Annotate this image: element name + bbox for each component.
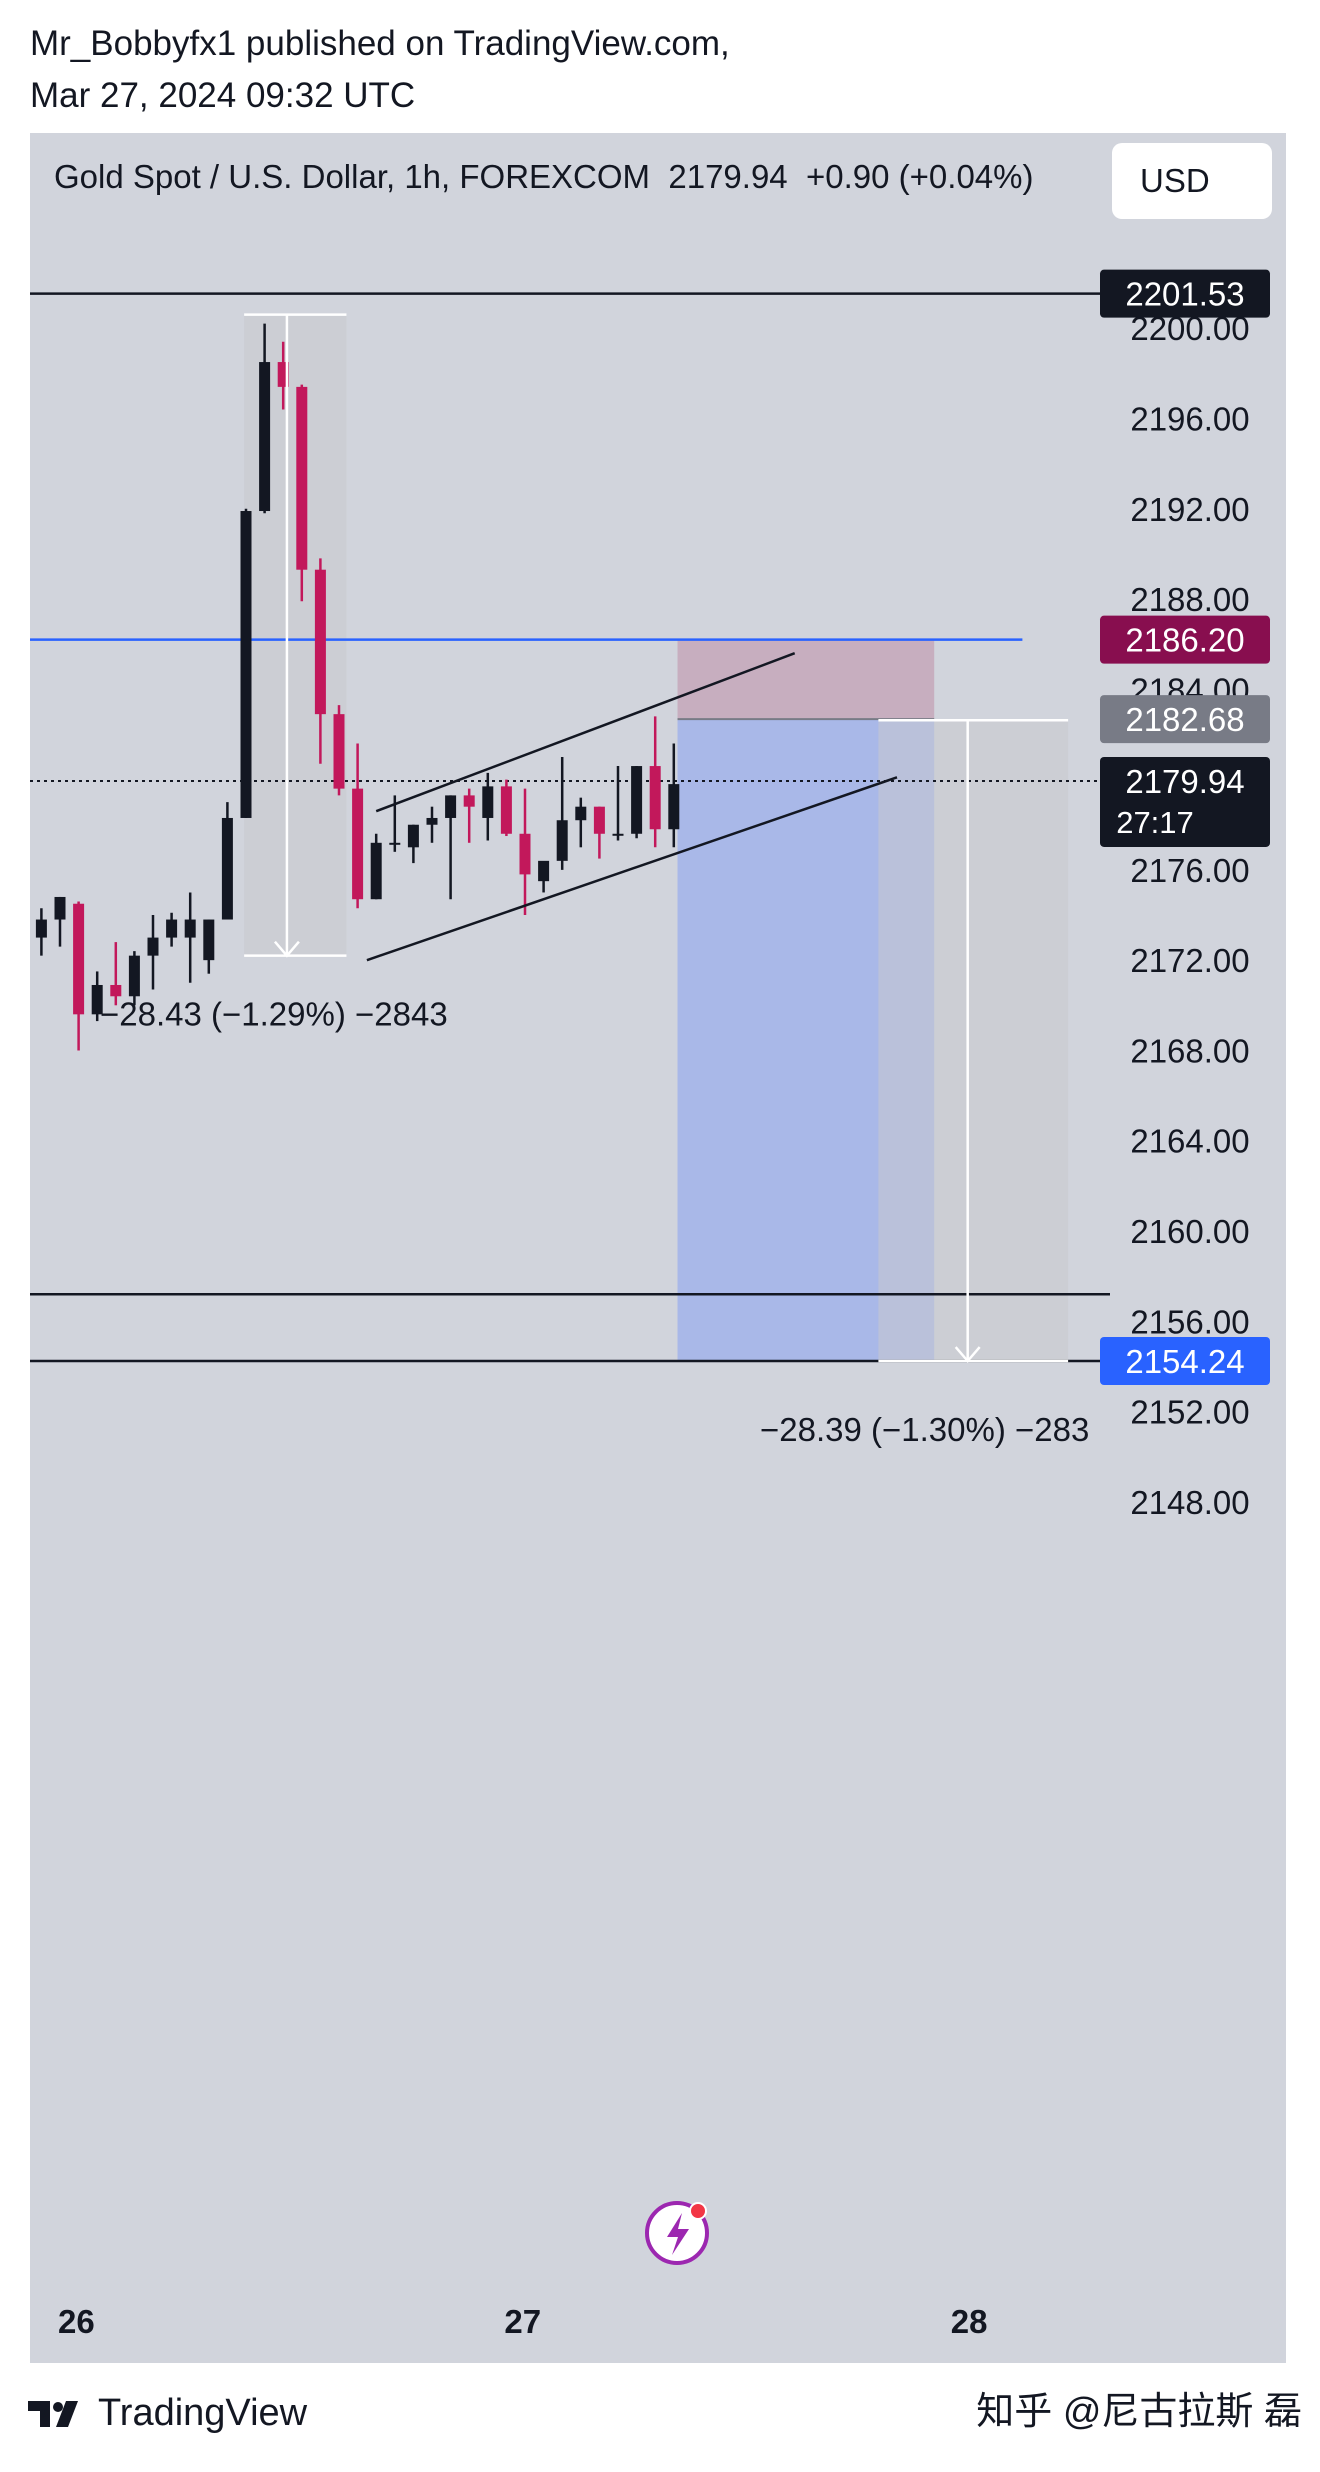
y-tick-label-9: 2160.00: [1130, 1213, 1249, 1250]
candle-body-34: [668, 784, 680, 830]
publisher-line: Mr_Bobbyfx1 published on TradingView.com…: [30, 24, 730, 63]
candle-body-5: [128, 955, 140, 997]
y-tick-label-12: 2148.00: [1130, 1484, 1249, 1521]
candle-body-22: [445, 795, 457, 818]
candle-body-7: [166, 919, 178, 938]
chart-panel[interactable]: −28.43 (−1.29%) −2843 −28.39 (−1.30%) −28…: [30, 133, 1286, 2363]
stop-loss-zone: [677, 639, 935, 720]
price-label-bg-4: [1100, 1337, 1270, 1386]
price-label-3: 2179.94: [1125, 763, 1244, 800]
alert-icon-dot: [689, 2202, 707, 2220]
currency-label: USD: [1140, 162, 1210, 199]
price-label-4: 2154.24: [1125, 1343, 1244, 1380]
y-tick-label-8: 2164.00: [1130, 1123, 1249, 1160]
y-tick-label-11: 2152.00: [1130, 1394, 1249, 1431]
y-tick-label-5: 2176.00: [1130, 852, 1249, 889]
candle-body-19: [389, 842, 401, 845]
tradingview-logo-icon: [28, 2400, 78, 2427]
candle-body-29: [575, 806, 587, 821]
candle-body-14: [296, 386, 308, 570]
price-chart[interactable]: −28.43 (−1.29%) −2843 −28.39 (−1.30%) −28…: [30, 133, 1286, 2363]
candle-body-24: [482, 786, 494, 818]
candle-body-15: [314, 569, 326, 715]
candle-body-12: [259, 362, 271, 512]
price-label-bg-1: [1100, 615, 1270, 664]
candle-body-2: [73, 903, 85, 1015]
measure-arrowhead-1: [273, 940, 300, 958]
y-tick-label-7: 2168.00: [1130, 1032, 1249, 1069]
measure-label-1: −28.43 (−1.29%) −2843: [100, 996, 448, 1033]
countdown-label: 27:17: [1116, 805, 1194, 840]
y-tick-label-2: 2192.00: [1130, 491, 1249, 528]
candle-body-21: [426, 817, 438, 825]
measure-label-2: −28.39 (−1.30%) −283: [760, 1411, 1089, 1448]
x-tick-label-2: 28: [951, 2303, 988, 2340]
candle-body-13: [277, 362, 289, 387]
alert-lightning-icon: [645, 2201, 709, 2265]
price-label-bg-0: [1100, 269, 1270, 318]
candle-body-20: [407, 824, 419, 848]
candle-body-11: [240, 511, 252, 818]
candle-body-31: [612, 833, 624, 836]
candle-body-28: [556, 820, 568, 861]
measure-range-2: [878, 720, 1069, 1362]
watermark: 知乎 @尼古拉斯 磊: [976, 2391, 1302, 2433]
candle-body-17: [352, 788, 364, 900]
candle-body-23: [463, 795, 475, 807]
channel-lower-line: [366, 776, 898, 962]
y-tick-label-3: 2188.00: [1130, 581, 1249, 618]
currency-button[interactable]: USD: [1112, 143, 1272, 219]
symbol-info: Gold Spot / U.S. Dollar, 1h, FOREXCOM 21…: [54, 158, 1034, 195]
price-label-bg-2: [1100, 695, 1270, 744]
tradingview-logo: TradingView: [28, 2392, 307, 2435]
alert-icon-bolt: [667, 2213, 689, 2255]
tradingview-brand: TradingView: [98, 2392, 308, 2434]
channel-upper-line: [375, 652, 796, 813]
x-tick-label-0: 26: [58, 2303, 95, 2340]
candle-body-3: [91, 984, 103, 1015]
candle-body-27: [538, 860, 550, 882]
candle-body-1: [54, 896, 66, 920]
candle-body-8: [184, 919, 196, 938]
price-label-0: 2201.53: [1125, 276, 1244, 313]
candle-body-18: [370, 842, 382, 900]
y-tick-label-6: 2172.00: [1130, 942, 1249, 979]
candle-body-4: [110, 984, 122, 997]
candle-body-25: [500, 786, 512, 834]
x-tick-label-1: 27: [504, 2303, 541, 2340]
price-label-1: 2186.20: [1125, 622, 1244, 659]
measure-arrowhead-2: [954, 1346, 981, 1363]
publish-date: Mar 27, 2024 09:32 UTC: [30, 76, 416, 115]
candle-body-32: [631, 766, 643, 834]
candle-body-26: [519, 833, 531, 875]
candle-body-30: [593, 806, 605, 834]
candle-body-16: [333, 714, 345, 789]
candle-body-9: [203, 919, 215, 961]
candle-body-0: [35, 919, 47, 938]
candle-body-10: [221, 817, 233, 920]
y-tick-label-1: 2196.00: [1130, 400, 1249, 437]
y-tick-label-10: 2156.00: [1130, 1303, 1249, 1340]
candle-body-6: [147, 937, 159, 956]
price-label-2: 2182.68: [1125, 701, 1244, 738]
candle-body-33: [649, 766, 661, 830]
price-label-bg-3: [1100, 756, 1270, 847]
